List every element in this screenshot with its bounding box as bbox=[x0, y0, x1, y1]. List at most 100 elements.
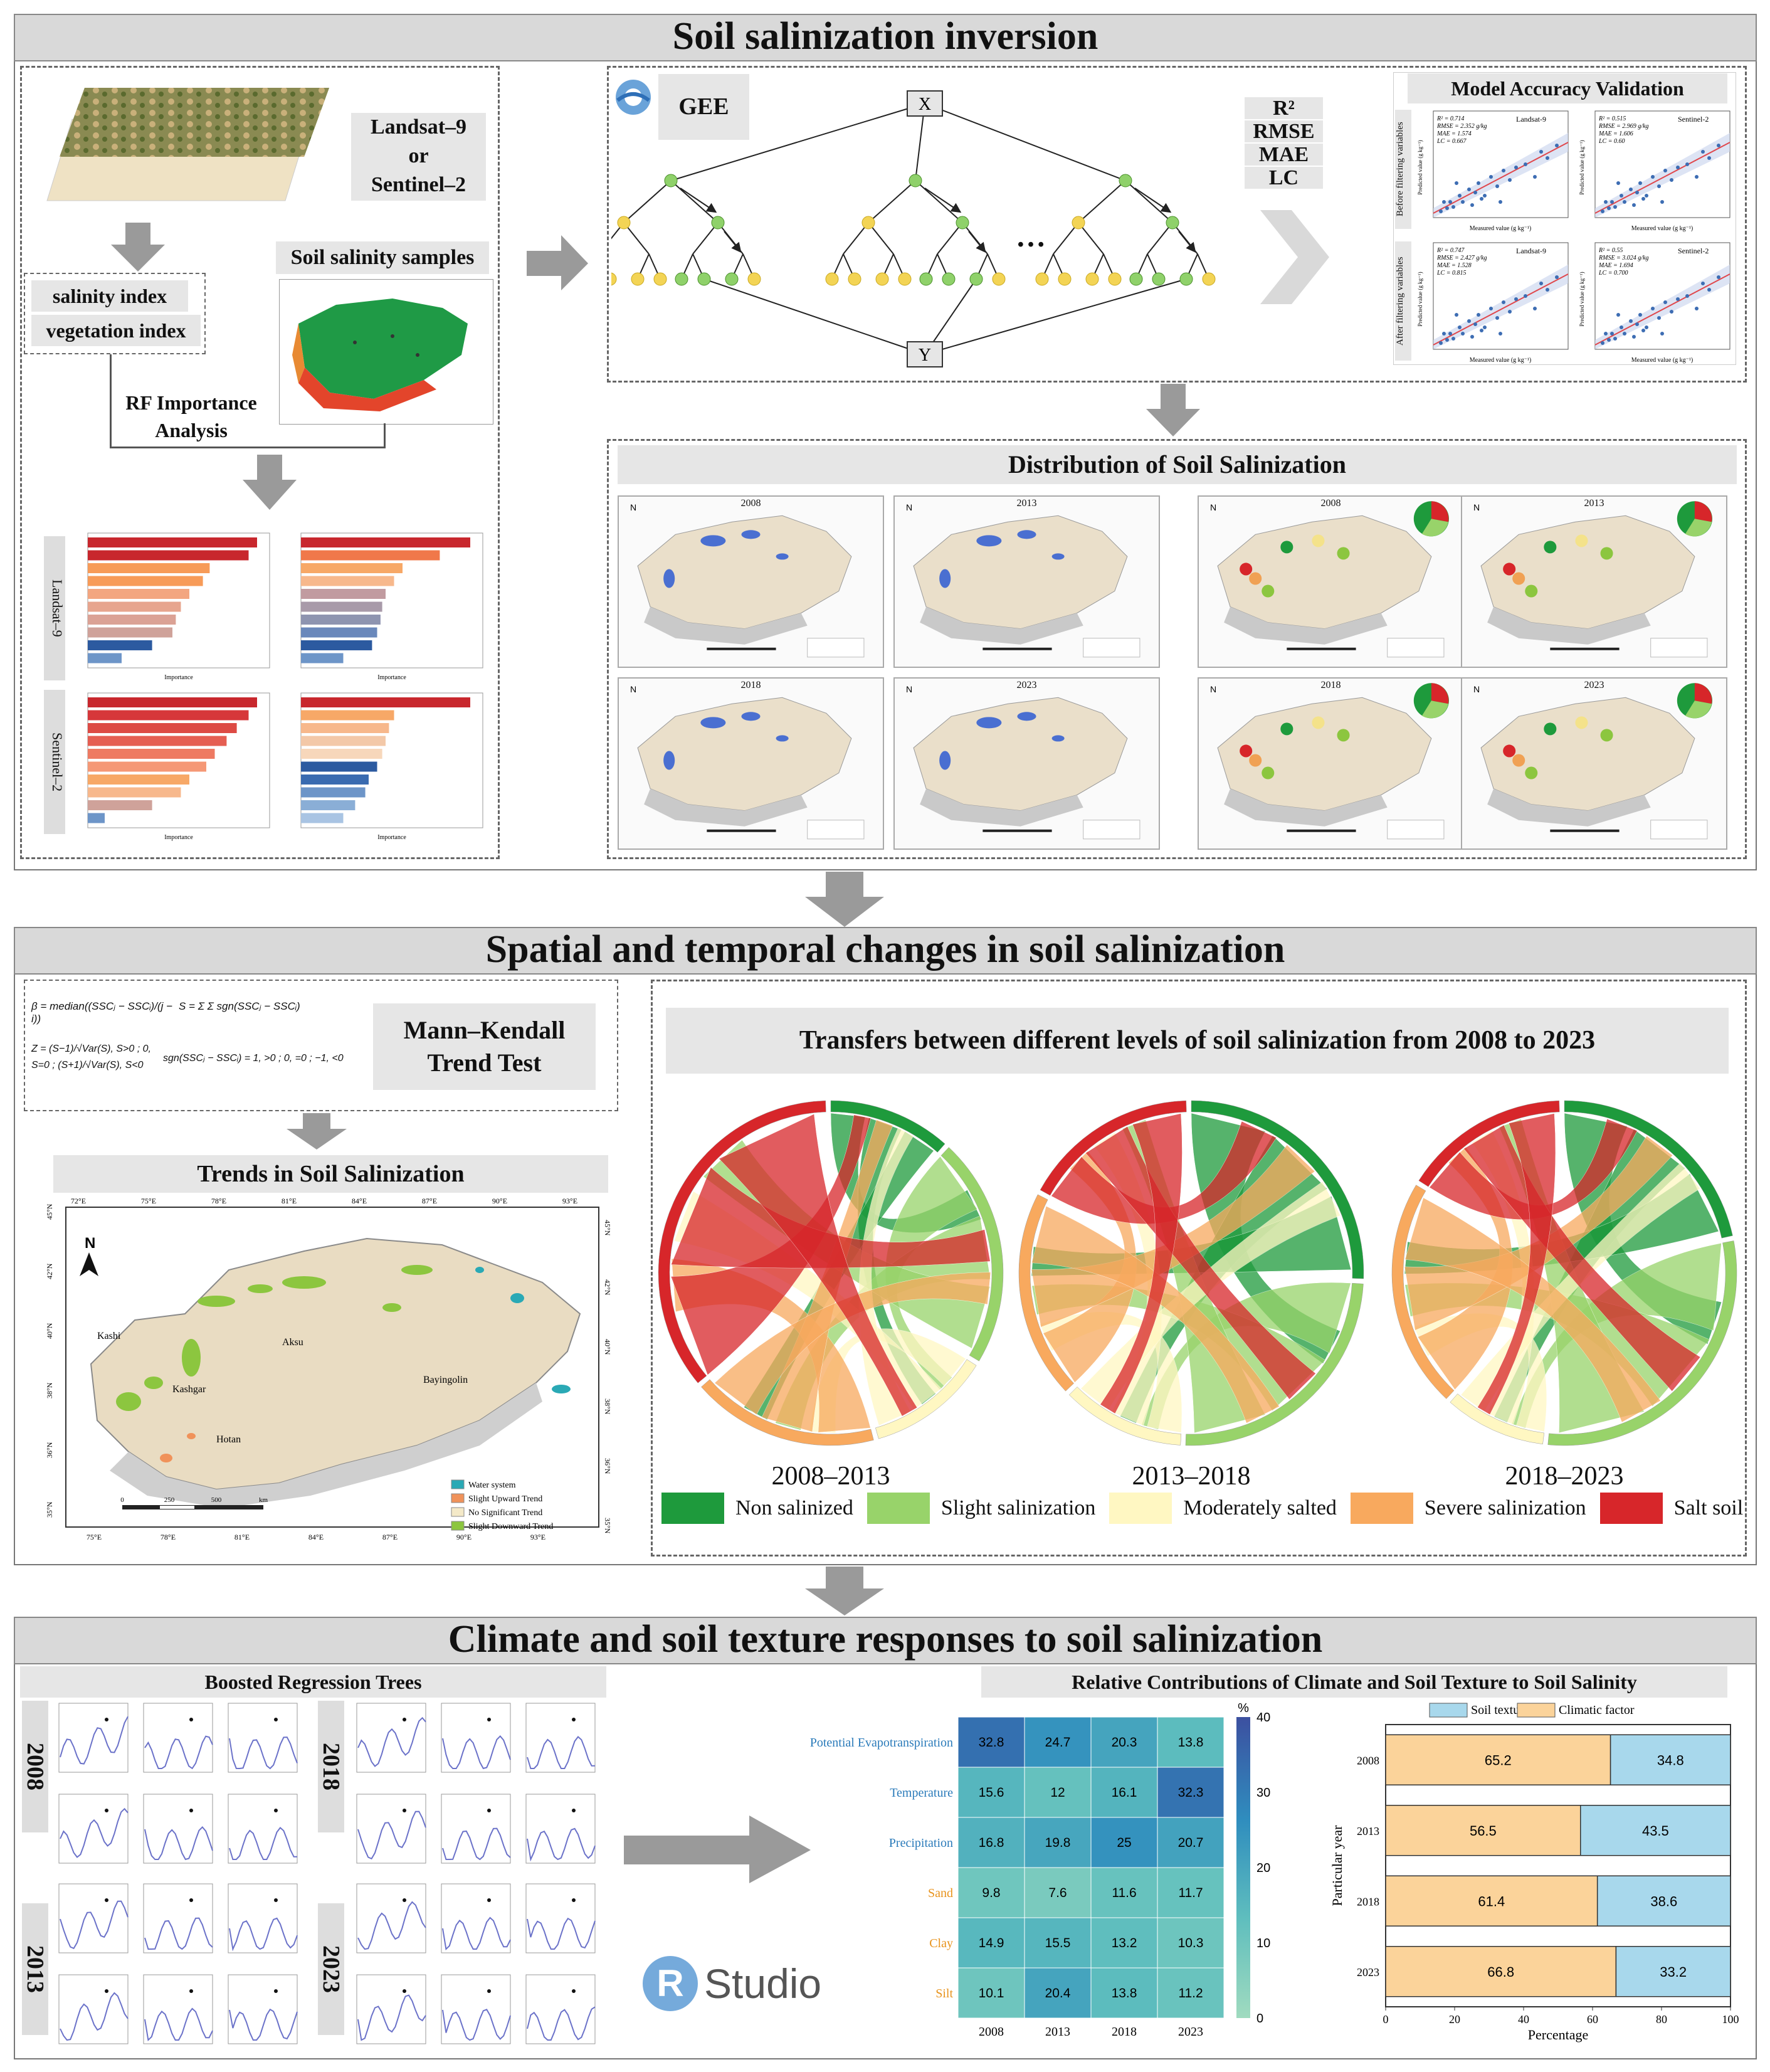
landsat-tag: Landsat–9 bbox=[44, 536, 65, 680]
heatmap-cell bbox=[1024, 1917, 1092, 1969]
scatter-xlabel: Measured value (g kg⁻¹) bbox=[1470, 225, 1532, 232]
heatmap-value: 11.2 bbox=[1178, 1986, 1203, 2001]
tree-node bbox=[1085, 272, 1099, 286]
chevron-right-icon bbox=[1260, 210, 1329, 304]
salinity-patch bbox=[1600, 547, 1613, 560]
legend-label: Climatic factor bbox=[1559, 1703, 1635, 1717]
water-patch bbox=[1017, 530, 1036, 539]
salinization-map: 2013 N bbox=[1461, 495, 1727, 668]
scatter-stat: RMSE = 2.352 g/kg bbox=[1436, 123, 1487, 130]
fit-line bbox=[1433, 142, 1569, 214]
scatter-point bbox=[1620, 325, 1623, 329]
scatter-point bbox=[1508, 310, 1512, 314]
tree-edge bbox=[692, 222, 719, 255]
tree-edge bbox=[623, 180, 672, 223]
chord-arc bbox=[1564, 1100, 1733, 1239]
scatter-stat: R² = 0.515 bbox=[1598, 115, 1626, 122]
metric-mae: MAE bbox=[1245, 144, 1323, 166]
scatter-point bbox=[1685, 294, 1689, 298]
brt-plot-svg bbox=[441, 1974, 511, 2044]
trend-legend-swatch bbox=[451, 1507, 465, 1517]
salinity-patch bbox=[1503, 744, 1516, 758]
salinity-patch bbox=[1262, 766, 1275, 780]
scatter-point bbox=[1539, 150, 1543, 154]
brt-peak bbox=[487, 1718, 491, 1721]
brt-curve bbox=[357, 1901, 426, 1950]
legend-items: Non salinized Slight salinization Moderate… bbox=[661, 1493, 1743, 1524]
importance-bar bbox=[301, 723, 389, 733]
scatter-point bbox=[1641, 329, 1645, 332]
brt-plot-svg bbox=[356, 1974, 426, 2044]
heatmap-cell bbox=[957, 1917, 1025, 1969]
map-year: 2008 bbox=[1320, 498, 1341, 509]
heatmap-cell bbox=[1090, 1917, 1158, 1969]
chord-ribbon bbox=[1100, 1113, 1183, 1414]
scale-tick: 0 bbox=[120, 1496, 124, 1504]
legend-label: Soil texture bbox=[1471, 1703, 1529, 1717]
lon-tick: 87°E bbox=[382, 1533, 398, 1541]
region-shape bbox=[1480, 697, 1695, 811]
salinity-patch bbox=[1512, 572, 1525, 585]
brt-curve bbox=[144, 2007, 213, 2042]
brt-peak bbox=[572, 1809, 576, 1812]
lat-tick: 36°N bbox=[603, 1458, 612, 1474]
scale-bar-gap bbox=[160, 1506, 194, 1509]
importance-bar bbox=[88, 774, 189, 785]
brt-plot-svg bbox=[441, 1794, 511, 1864]
scatter-point bbox=[1623, 332, 1626, 336]
pie-slice bbox=[1694, 501, 1712, 522]
lat-tick: 35°N bbox=[45, 1501, 54, 1518]
chord-arc bbox=[1185, 1282, 1364, 1446]
scatter-point bbox=[1635, 322, 1639, 326]
tree-node bbox=[725, 272, 739, 286]
bar-value: 38.6 bbox=[1650, 1893, 1677, 1909]
importance-bar bbox=[301, 761, 377, 772]
tree-edge bbox=[670, 180, 719, 223]
downward-trend-patch bbox=[198, 1296, 235, 1307]
brt-frame bbox=[58, 1974, 129, 2044]
map-place-label: Hotan bbox=[216, 1434, 241, 1445]
scatter-point bbox=[1604, 332, 1608, 336]
scatter-stat: LC = 0.815 bbox=[1436, 270, 1466, 277]
scatter-point bbox=[1473, 191, 1477, 194]
scatter-ylabel: Predicted value (g kg⁻¹) bbox=[1417, 140, 1423, 194]
brt-curve bbox=[442, 1916, 511, 1951]
water-patch bbox=[976, 717, 1002, 729]
brt-curve bbox=[442, 2009, 511, 2041]
pie-slice bbox=[1421, 519, 1448, 537]
brt-frame bbox=[441, 1974, 511, 2044]
brt-plot-svg bbox=[356, 1794, 426, 1864]
chord-diagram bbox=[1391, 1100, 1737, 1446]
legend-item: Slight salinization bbox=[867, 1493, 1095, 1524]
brt-partial-plot bbox=[50, 1881, 130, 1966]
importance-bar bbox=[88, 615, 176, 625]
brt-partial-plot bbox=[517, 1972, 598, 2057]
chord-diagram bbox=[1018, 1100, 1364, 1446]
scatter-point bbox=[1635, 191, 1639, 194]
salinity-patch bbox=[1240, 744, 1253, 758]
region-map: N bbox=[906, 684, 1140, 840]
y-axis-label: Particular year bbox=[1329, 1825, 1345, 1906]
tree-edge bbox=[868, 222, 894, 255]
importance-bar bbox=[88, 813, 105, 823]
gee-label: GEE bbox=[658, 74, 749, 140]
chord-ribbon bbox=[1404, 1197, 1661, 1423]
heatmap-value: 20.7 bbox=[1178, 1836, 1204, 1850]
north-arrow: N bbox=[906, 502, 912, 512]
heatmap-cell bbox=[1024, 1767, 1092, 1818]
formula-s: S = Σ Σ sgn(SSCⱼ − SSCᵢ) bbox=[179, 1000, 300, 1012]
path-arrow bbox=[1134, 188, 1172, 213]
brt-curve bbox=[229, 2008, 298, 2041]
heatmap-value: 10.1 bbox=[979, 1986, 1004, 2001]
brt-plot-svg bbox=[525, 1703, 596, 1773]
bar-value: 43.5 bbox=[1642, 1823, 1669, 1839]
importance-bar bbox=[88, 537, 257, 547]
formula-z: Z = (S−1)/√Var(S), S>0 ; 0, S=0 ; (S+1)/… bbox=[31, 1044, 151, 1070]
bar-value: 66.8 bbox=[1487, 1964, 1514, 1980]
brt-year-tag: 2018 bbox=[318, 1701, 344, 1832]
water-patch bbox=[700, 535, 726, 547]
region-shape bbox=[1217, 515, 1432, 630]
brt-partial-plot bbox=[219, 1701, 300, 1785]
brt-frame bbox=[58, 1794, 129, 1864]
